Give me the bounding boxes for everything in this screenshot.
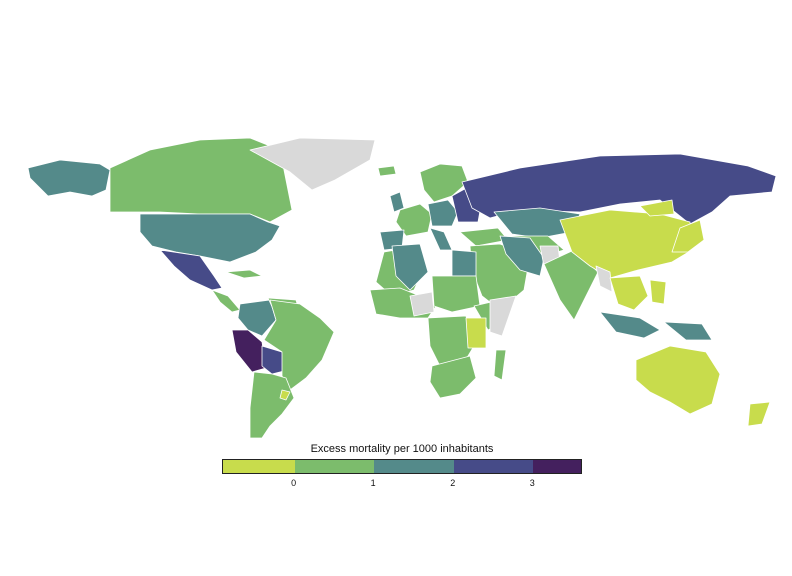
legend-tick-label: 3 xyxy=(529,478,535,488)
legend-tick-label: 1 xyxy=(370,478,376,488)
region-korea-japan xyxy=(671,219,705,253)
region-chad xyxy=(409,291,435,317)
region-central-europe xyxy=(427,199,459,227)
region-iceland xyxy=(377,165,397,177)
region-china xyxy=(559,209,693,279)
region-scandinavia xyxy=(419,163,469,203)
region-southern-africa xyxy=(429,355,477,399)
region-myanmar xyxy=(595,265,613,293)
region-southeast-asia xyxy=(609,275,649,311)
region-australia xyxy=(635,345,721,415)
region-cuba xyxy=(225,269,263,279)
legend-swatch-4 xyxy=(533,460,581,473)
legend-swatch-0 xyxy=(223,460,295,473)
region-brazil xyxy=(263,299,335,391)
legend-tick-label: 2 xyxy=(450,478,456,488)
region-somalia xyxy=(489,295,517,337)
region-canada xyxy=(109,137,293,223)
region-peru xyxy=(231,329,267,373)
legend-title: Excess mortality per 1000 inhabitants xyxy=(310,443,494,455)
region-mongolia-border xyxy=(639,199,675,217)
region-philippines xyxy=(649,279,667,305)
region-alaska xyxy=(27,159,111,197)
region-uk xyxy=(389,191,405,213)
region-mexico xyxy=(159,249,223,291)
legend-tick-label: 0 xyxy=(291,478,297,488)
legend-swatch-2 xyxy=(374,460,454,473)
region-united-states xyxy=(139,213,281,263)
region-western-europe xyxy=(395,203,433,237)
region-uruguay xyxy=(279,389,291,401)
region-italy xyxy=(429,227,453,251)
region-madagascar xyxy=(493,349,507,381)
legend-ticks: 0 1 2 3 xyxy=(222,478,582,492)
region-indonesia xyxy=(599,311,661,339)
region-bolivia xyxy=(261,345,289,375)
region-sudan xyxy=(431,275,481,313)
region-papua xyxy=(663,321,713,341)
legend-color-bar xyxy=(222,459,582,474)
region-egypt xyxy=(451,249,477,277)
region-tanzania xyxy=(465,317,487,349)
region-iran xyxy=(499,235,545,277)
region-argentina-chile xyxy=(249,371,295,439)
region-libya xyxy=(391,243,429,291)
legend-swatch-3 xyxy=(453,460,534,473)
region-greenland xyxy=(249,137,376,191)
region-central-america xyxy=(211,289,241,313)
region-new-zealand xyxy=(747,401,771,427)
legend-swatch-1 xyxy=(294,460,375,473)
